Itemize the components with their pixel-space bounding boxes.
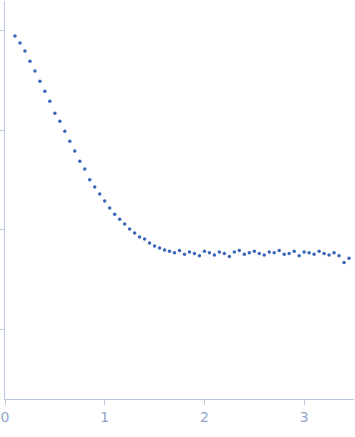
svg-text:3: 3	[300, 409, 309, 425]
svg-text:0: 0	[1, 409, 10, 425]
svg-text:2: 2	[200, 409, 209, 425]
svg-text:1: 1	[100, 409, 109, 425]
